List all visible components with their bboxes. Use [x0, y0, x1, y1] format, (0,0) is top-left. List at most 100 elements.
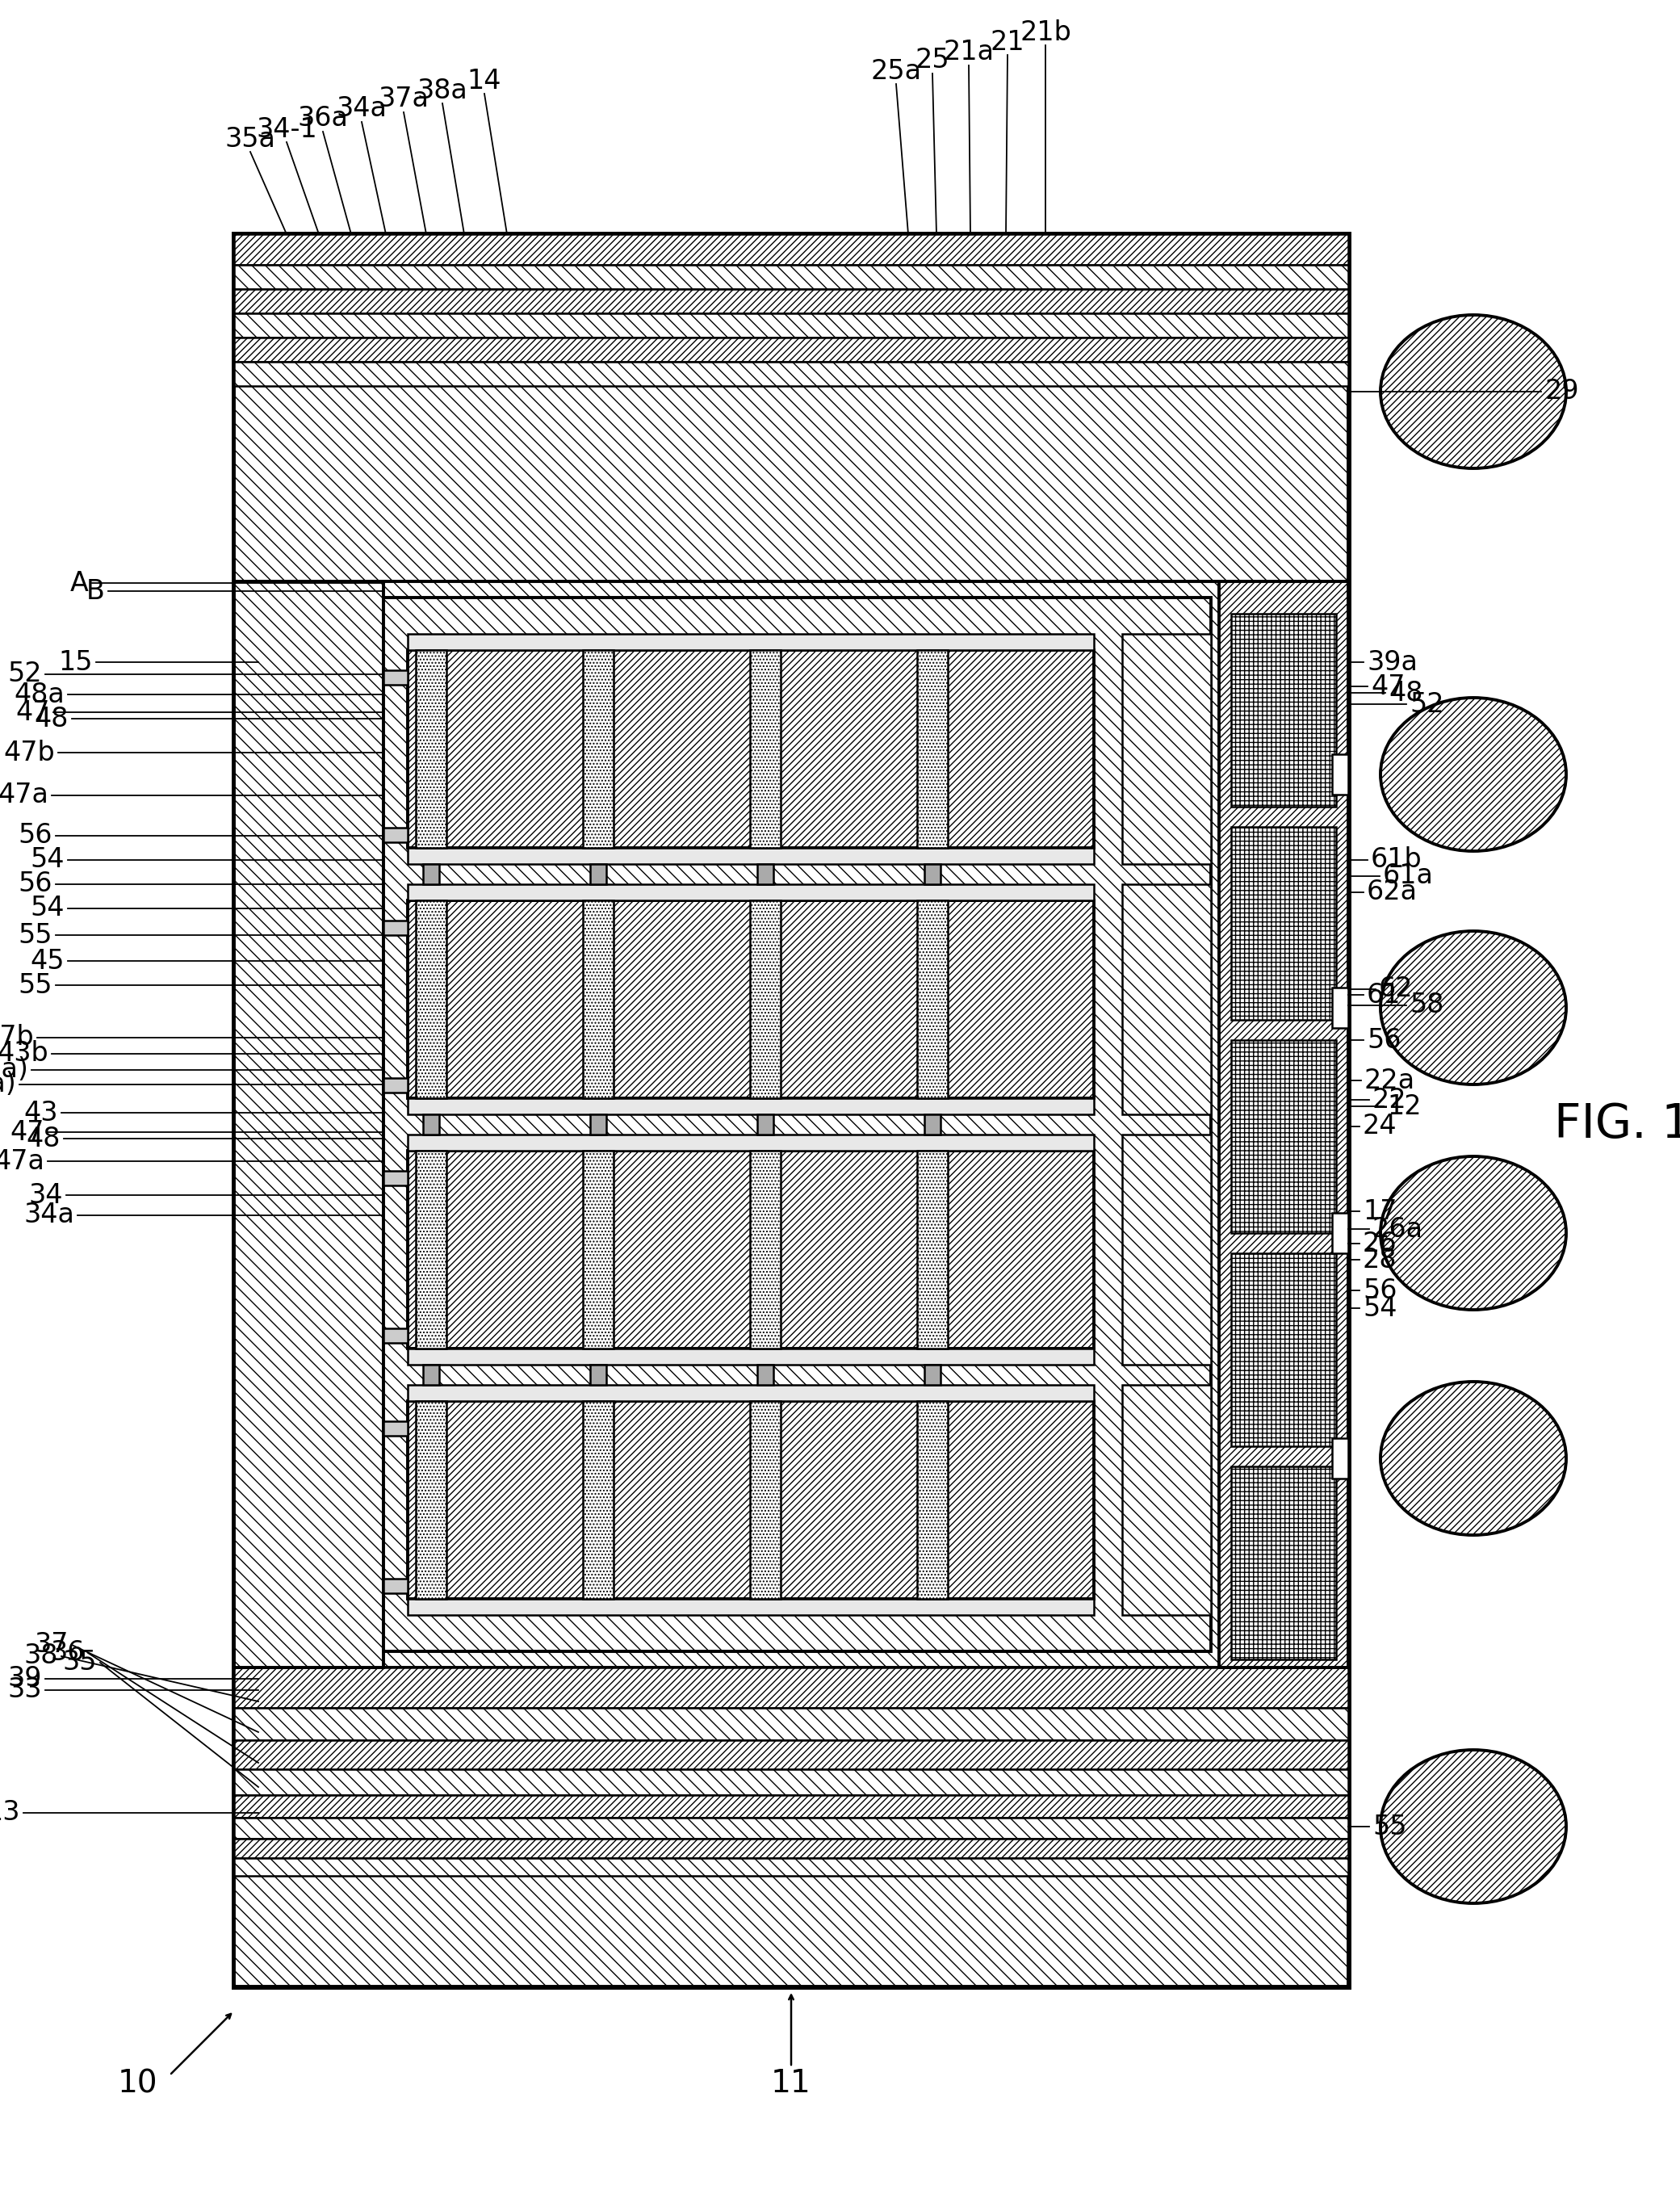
Ellipse shape — [1381, 1751, 1566, 1904]
Ellipse shape — [1381, 930, 1566, 1084]
Text: 55: 55 — [18, 921, 52, 948]
Text: 37a: 37a — [378, 86, 428, 112]
Bar — [1220, 581, 1347, 1667]
Text: 22a: 22a — [1364, 1066, 1415, 1095]
Bar — [415, 900, 447, 1099]
Bar — [1332, 755, 1347, 794]
Bar — [408, 900, 1094, 1099]
Bar — [590, 1115, 606, 1134]
Text: FIG. 1: FIG. 1 — [1554, 1101, 1680, 1147]
Bar — [383, 827, 408, 842]
Text: 38a: 38a — [417, 77, 467, 103]
Bar — [234, 1817, 1347, 1839]
Bar — [924, 1365, 941, 1384]
Text: 62: 62 — [1379, 976, 1413, 1003]
Bar — [234, 1740, 1347, 1768]
Bar — [408, 1150, 1094, 1349]
Text: 54: 54 — [1362, 1294, 1398, 1321]
Bar — [924, 864, 941, 884]
Bar — [234, 338, 1347, 362]
Bar — [583, 1402, 613, 1599]
Bar — [383, 1172, 408, 1185]
Text: 52: 52 — [8, 660, 42, 687]
Bar — [234, 1667, 1347, 1986]
Bar — [383, 1077, 408, 1093]
Bar — [408, 1349, 1094, 1365]
Text: 47b: 47b — [0, 1025, 34, 1051]
Bar — [583, 1150, 613, 1349]
Text: 12: 12 — [1388, 1093, 1421, 1119]
Text: 11: 11 — [771, 2069, 811, 2100]
Bar — [383, 1422, 408, 1435]
Bar — [1122, 1134, 1211, 1365]
Bar — [234, 362, 1347, 386]
Bar — [234, 581, 383, 1667]
Text: 56: 56 — [1368, 1027, 1401, 1053]
Bar — [758, 1115, 773, 1134]
Bar — [383, 921, 408, 935]
Bar — [749, 1402, 781, 1599]
Text: 21b: 21b — [1020, 20, 1072, 46]
Bar — [924, 1115, 941, 1134]
Text: 52: 52 — [1410, 691, 1445, 717]
Text: 14: 14 — [467, 68, 502, 94]
Bar — [1122, 1384, 1211, 1615]
Text: 21a: 21a — [944, 39, 995, 66]
Text: 47a: 47a — [0, 1147, 44, 1174]
Text: 61b: 61b — [1371, 847, 1423, 873]
Bar — [1122, 634, 1211, 864]
Text: 24: 24 — [1362, 1112, 1398, 1141]
Bar — [1231, 1466, 1336, 1659]
Bar — [408, 1402, 1094, 1599]
Text: 61: 61 — [1368, 981, 1401, 1009]
Text: 34-1: 34-1 — [255, 116, 318, 143]
Bar — [423, 1115, 438, 1134]
Bar — [408, 1099, 1094, 1115]
Bar — [758, 864, 773, 884]
Bar — [423, 1365, 438, 1384]
Text: 22: 22 — [1373, 1086, 1406, 1112]
Text: 38: 38 — [24, 1643, 59, 1670]
Text: (43a): (43a) — [0, 1058, 29, 1084]
Text: 39a: 39a — [1368, 649, 1418, 676]
Text: 45: 45 — [30, 948, 64, 974]
Text: 26a: 26a — [1373, 1215, 1423, 1242]
Text: 48: 48 — [1389, 680, 1423, 706]
Bar — [917, 649, 948, 847]
Text: B: B — [86, 577, 104, 603]
Text: 47: 47 — [10, 1119, 44, 1145]
Text: 34: 34 — [29, 1183, 62, 1209]
Ellipse shape — [1381, 1156, 1566, 1310]
Bar — [415, 1402, 447, 1599]
Text: 39: 39 — [8, 1665, 42, 1692]
Text: A: A — [71, 570, 89, 597]
Text: 55: 55 — [18, 972, 52, 998]
Bar — [234, 1667, 1347, 1707]
Text: 28: 28 — [1362, 1246, 1398, 1273]
Text: 37: 37 — [34, 1632, 69, 1659]
Bar — [1332, 1439, 1347, 1479]
Text: 35: 35 — [62, 1650, 97, 1676]
Bar — [408, 884, 1094, 900]
Text: 48: 48 — [27, 1126, 60, 1152]
Bar — [749, 1150, 781, 1349]
Bar — [415, 649, 447, 847]
Bar — [234, 1858, 1347, 1876]
Text: 34a: 34a — [336, 97, 386, 123]
Text: 47b: 47b — [3, 739, 55, 766]
Bar — [1231, 1253, 1336, 1446]
Bar — [415, 1150, 447, 1349]
Text: 35a: 35a — [225, 125, 276, 151]
Text: 58: 58 — [1410, 992, 1443, 1018]
Text: 33: 33 — [8, 1676, 42, 1703]
Text: 47: 47 — [1371, 674, 1404, 700]
Text: 43b: 43b — [0, 1040, 49, 1066]
Text: 61a: 61a — [1383, 862, 1433, 889]
Bar — [917, 1402, 948, 1599]
Text: 55: 55 — [1373, 1812, 1406, 1841]
Text: 54: 54 — [30, 895, 64, 921]
Text: 21: 21 — [990, 29, 1025, 55]
Bar — [234, 265, 1347, 290]
Bar — [1231, 1040, 1336, 1233]
Ellipse shape — [1381, 698, 1566, 851]
